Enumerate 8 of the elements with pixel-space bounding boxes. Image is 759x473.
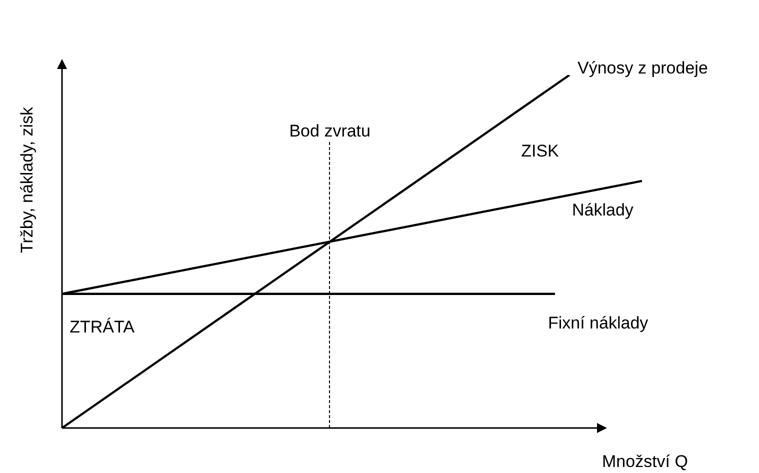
annotation: ZTRÁTA — [70, 318, 136, 337]
y-axis-title: Tržby, náklady, zisk — [18, 106, 37, 254]
annotation: Bod zvratu — [289, 122, 370, 141]
x-axis-title: Množství Q — [602, 452, 688, 472]
series-label: Náklady — [572, 200, 634, 220]
series-label: Výnosy z prodeje — [578, 58, 708, 78]
annotation: ZISK — [521, 142, 560, 161]
series-label: Fixní náklady — [548, 314, 649, 333]
